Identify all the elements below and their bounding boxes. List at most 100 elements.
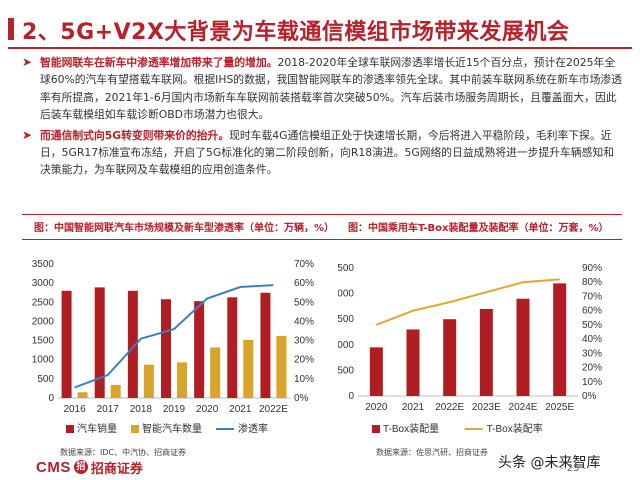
caption-right: 图：中国乘用车T-Box装配量及装配率（单位：万套，%） — [348, 223, 609, 234]
paragraph-1-text: 2018-2020年全球车联网渗透率增长近15个百分点，预计在2025年全球60… — [40, 56, 622, 122]
x-tick-label: 2020 — [365, 402, 388, 413]
chevron-right-icon: ➤ — [22, 127, 33, 142]
y2-tick-label: 40% — [582, 334, 602, 345]
paragraph-2: ➤ 而通信制式向5G转变则带来价的抬升。现时车载4G通信模组正处于快速增长期，今… — [22, 127, 622, 179]
legend-swatch — [372, 425, 380, 433]
bar-primary — [260, 292, 271, 398]
y-tick-label: 2000 — [338, 289, 354, 300]
chart-market-scale-svg: 0 500 1000 1500 2000 2500 3000 3500 0% 10% 20% 30% 4… — [32, 259, 314, 435]
y-tick-label: 0 — [48, 393, 54, 404]
legend-swatch — [66, 425, 74, 433]
legend-label: T-Box装配率 — [487, 422, 543, 435]
legend-label: 渗透率 — [238, 422, 268, 435]
bar-secondary — [77, 392, 88, 398]
bar-primary — [479, 308, 493, 396]
body-text: ➤ 智能网联车在新车中渗透率增加带来了量的增加。2018-2020年全球车联网渗… — [22, 54, 622, 182]
bar-secondary — [276, 335, 287, 398]
bar-primary — [161, 299, 171, 398]
chart-tbox-svg: 0 500 1000 1500 2000 2500 0% 10% 20% 30% 40% 50% 60%… — [338, 263, 602, 435]
logo-mark-icon: 招 — [73, 460, 88, 474]
bar-primary — [369, 347, 383, 396]
legend-label: T-Box装配量 — [383, 422, 439, 435]
bar-secondary — [143, 364, 154, 398]
y2-tick-label: 50% — [294, 297, 314, 308]
y-tick-label: 2500 — [32, 297, 55, 308]
x-tick-label: 2016 — [63, 404, 86, 415]
x-tick-label: 2019 — [163, 404, 186, 415]
y2-tick-label: 20% — [582, 363, 602, 374]
x-tick-label: 2022E — [435, 402, 464, 413]
y-tick-label: 0 — [348, 391, 354, 402]
y-tick-label: 3500 — [32, 259, 55, 270]
chart-tbox: 0 500 1000 1500 2000 2500 0% 10% 20% 30% 40% 50% 60%… — [338, 250, 628, 440]
bar-secondary — [110, 384, 121, 398]
x-tick-label: 2018 — [130, 404, 153, 415]
y2-tick-label: 20% — [294, 355, 314, 366]
bar-primary — [61, 290, 72, 398]
y2-tick-label: 60% — [582, 306, 602, 317]
y-tick-label: 3000 — [32, 278, 55, 289]
y-tick-label: 1500 — [338, 314, 354, 325]
x-tick-label: 2017 — [97, 404, 120, 415]
x-tick-label: 2021 — [402, 402, 425, 413]
bar-primary — [94, 287, 105, 398]
x-tick-label: 2024E — [509, 402, 538, 413]
x-tick-label: 2021 — [229, 404, 252, 415]
y2-tick-label: 10% — [294, 374, 314, 385]
y-tick-label: 2500 — [338, 263, 354, 274]
y-tick-label: 1000 — [32, 355, 55, 366]
y-tick-label: 500 — [338, 365, 354, 376]
x-tick-label: 2022E — [259, 404, 288, 415]
paragraph-2-lead: 而通信制式向5G转变则带来价的抬升。 — [40, 128, 230, 142]
bar-primary — [127, 290, 138, 398]
y2-tick-label: 0% — [294, 393, 309, 404]
y-tick-label: 1000 — [338, 340, 354, 351]
company-logo: CMS 招 招商证券 — [36, 458, 143, 477]
y-tick-label: 2000 — [32, 316, 55, 327]
legend-label: 汽车销量 — [77, 422, 117, 435]
bar-primary — [516, 298, 530, 396]
bar-primary — [406, 329, 420, 396]
y2-tick-label: 90% — [582, 263, 602, 274]
bar-secondary — [177, 362, 187, 398]
y2-tick-label: 50% — [582, 320, 602, 331]
y-tick-label: 500 — [37, 374, 54, 385]
bar-primary — [227, 297, 238, 398]
page-number: - 25 - — [560, 463, 587, 474]
caption-left: 图：中国智能网联汽车市场规模及新车型渗透率（单位：万辆，%） — [34, 223, 335, 234]
y-tick-label: 1500 — [32, 336, 55, 347]
series-line — [375, 278, 560, 326]
bar-secondary — [210, 347, 221, 398]
caption-rule-bottom — [22, 239, 622, 240]
legend-label: 智能汽车数量 — [142, 422, 202, 435]
bar-primary — [553, 283, 567, 396]
paragraph-1: ➤ 智能网联车在新车中渗透率增加带来了量的增加。2018-2020年全球车联网渗… — [22, 54, 622, 124]
bar-primary — [194, 301, 205, 398]
legend-swatch — [131, 425, 139, 433]
bar-secondary — [243, 339, 254, 398]
y2-tick-label: 0% — [582, 391, 597, 402]
watermark: 头条 @未来智库 — [498, 455, 601, 471]
y2-tick-label: 10% — [582, 377, 602, 388]
y2-tick-label: 30% — [582, 348, 602, 359]
title-accent-bar — [8, 18, 14, 40]
title-rule — [8, 47, 632, 49]
x-tick-label: 2020 — [196, 404, 219, 415]
series-line — [74, 284, 274, 389]
y2-tick-label: 70% — [294, 259, 314, 270]
chevron-right-icon: ➤ — [22, 55, 33, 69]
y2-tick-label: 60% — [294, 278, 314, 289]
y2-tick-label: 80% — [582, 277, 602, 288]
chart-market-scale: 0 500 1000 1500 2000 2500 3000 3500 0% 10% 20% 30% 4… — [20, 250, 330, 440]
x-tick-label: 2023E — [472, 402, 501, 413]
paragraph-1-lead: 智能网联车在新车中渗透率增加带来了量的增加。 — [40, 56, 278, 69]
y2-tick-label: 30% — [294, 336, 314, 347]
source-left: 数据来源：IDC、中汽协、招商证券 — [60, 448, 187, 457]
bar-primary — [443, 319, 457, 396]
caption-rule-top — [22, 214, 622, 215]
logo-cms-text: CMS — [36, 458, 71, 476]
y2-tick-label: 70% — [582, 291, 602, 302]
paragraph-2-text: 现时车载4G通信模组正处于快速增长期，今后将进入平稳阶段，毛利率下探。近日，5G… — [40, 128, 615, 177]
logo-cn-text: 招商证券 — [90, 461, 143, 477]
title-bar: 2、5G+V2X大背景为车载通信模组市场带来发展机会 — [0, 0, 640, 50]
